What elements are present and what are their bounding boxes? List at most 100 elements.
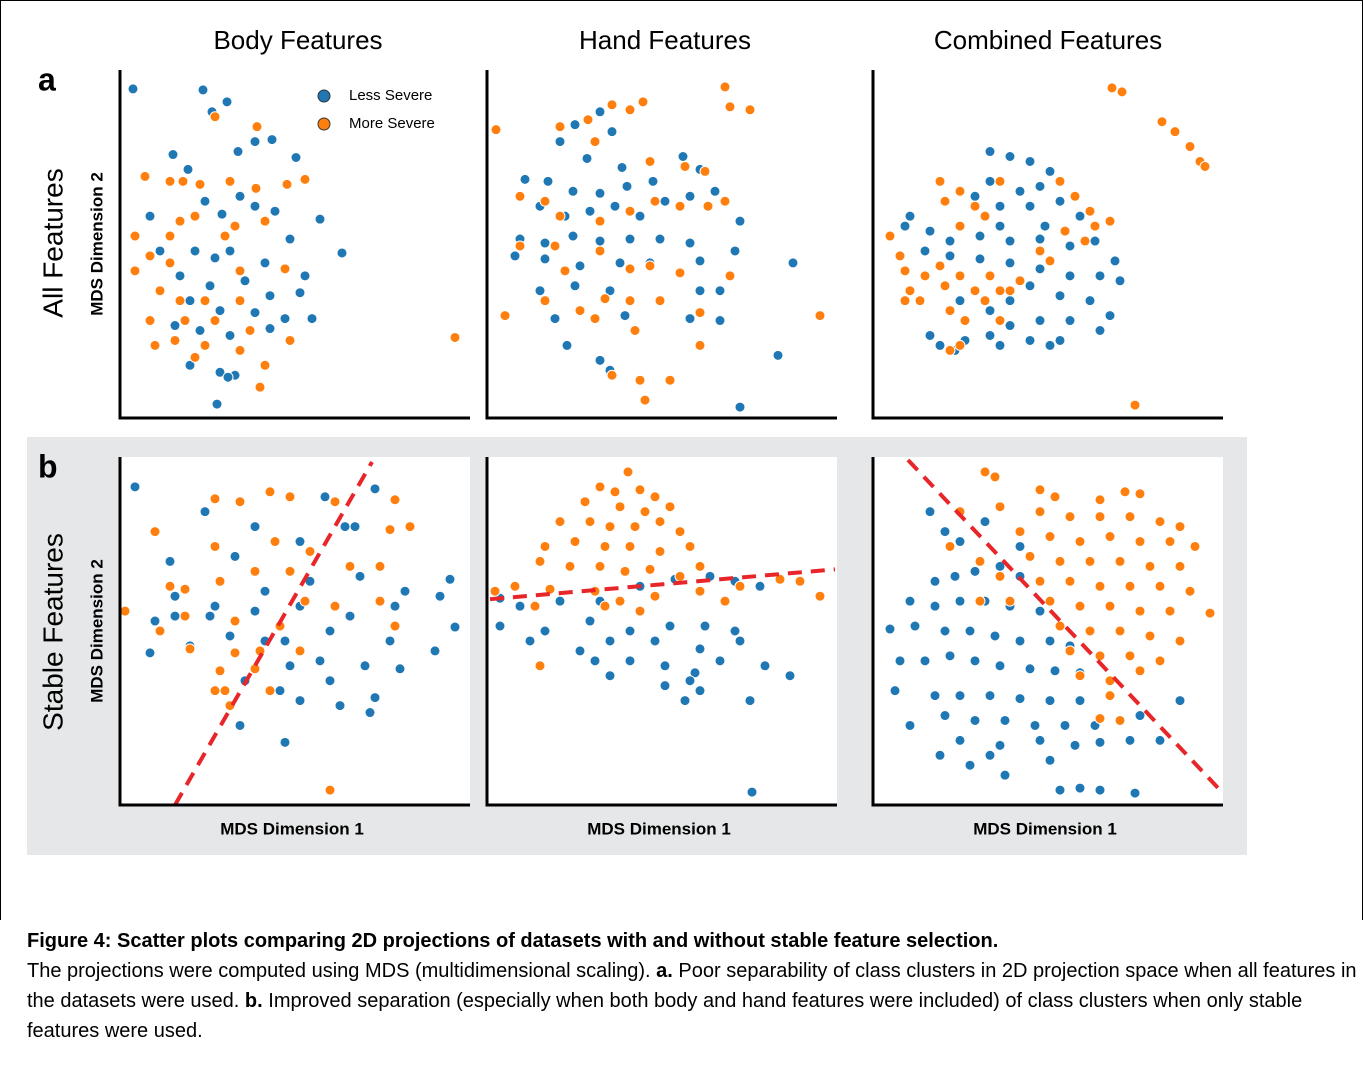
point xyxy=(1054,620,1066,632)
point xyxy=(449,331,461,343)
point xyxy=(1024,155,1036,167)
point xyxy=(259,585,271,597)
point xyxy=(1154,580,1166,592)
point xyxy=(1124,734,1136,746)
point xyxy=(534,660,546,672)
point xyxy=(919,655,931,667)
point xyxy=(1104,310,1116,322)
point xyxy=(1074,782,1086,794)
point xyxy=(939,710,951,722)
point xyxy=(359,660,371,672)
plot-area xyxy=(120,70,470,418)
point xyxy=(1104,531,1116,543)
point xyxy=(399,585,411,597)
point xyxy=(384,524,396,536)
point xyxy=(919,245,931,257)
point xyxy=(1034,484,1046,496)
point xyxy=(1024,663,1036,675)
point xyxy=(1024,200,1036,212)
row-label: All Features xyxy=(37,168,68,317)
point xyxy=(664,501,676,513)
point xyxy=(144,210,156,222)
point xyxy=(1154,734,1166,746)
point xyxy=(349,521,361,533)
point xyxy=(264,290,276,302)
point xyxy=(194,178,206,190)
point xyxy=(944,344,956,356)
point xyxy=(654,233,666,245)
point xyxy=(894,655,906,667)
point xyxy=(1144,560,1156,572)
point xyxy=(994,501,1006,513)
point xyxy=(694,307,706,319)
point xyxy=(214,305,226,317)
point xyxy=(264,486,276,498)
point xyxy=(249,200,261,212)
point xyxy=(1014,526,1026,538)
point xyxy=(324,675,336,687)
point xyxy=(984,270,996,282)
point xyxy=(199,506,211,518)
point xyxy=(794,575,806,587)
point xyxy=(221,96,233,108)
point xyxy=(634,374,646,386)
point xyxy=(569,536,581,548)
point xyxy=(599,540,611,552)
point xyxy=(169,334,181,346)
point xyxy=(606,126,618,138)
point xyxy=(729,625,741,637)
point xyxy=(954,270,966,282)
point xyxy=(772,349,784,361)
point xyxy=(279,313,291,325)
point xyxy=(994,175,1006,187)
point xyxy=(694,285,706,297)
point xyxy=(144,315,156,327)
panel xyxy=(485,70,837,420)
point xyxy=(709,185,721,197)
point xyxy=(554,516,566,528)
point xyxy=(164,555,176,567)
point xyxy=(1199,160,1211,172)
point xyxy=(677,151,689,163)
point xyxy=(619,310,631,322)
point xyxy=(774,573,786,585)
point xyxy=(664,620,676,632)
point xyxy=(1104,215,1116,227)
point xyxy=(169,320,181,332)
point xyxy=(169,590,181,602)
point xyxy=(204,280,216,292)
point xyxy=(434,590,446,602)
point xyxy=(1134,488,1146,500)
point xyxy=(189,210,201,222)
point xyxy=(1064,575,1076,587)
point xyxy=(614,595,626,607)
point xyxy=(539,625,551,637)
point xyxy=(604,635,616,647)
point xyxy=(999,714,1011,726)
point xyxy=(249,565,261,577)
point xyxy=(364,707,376,719)
point xyxy=(164,257,176,269)
point xyxy=(499,310,511,322)
point xyxy=(814,590,826,602)
point xyxy=(1164,536,1176,548)
point xyxy=(539,295,551,307)
point xyxy=(622,466,634,478)
point xyxy=(490,124,502,136)
point xyxy=(394,663,406,675)
point xyxy=(344,560,356,572)
point xyxy=(1114,714,1126,726)
point xyxy=(234,344,246,356)
point xyxy=(1034,506,1046,518)
point xyxy=(154,245,166,257)
point xyxy=(649,195,661,207)
point xyxy=(249,521,261,533)
point xyxy=(589,136,601,148)
point xyxy=(634,605,646,617)
caption-title: Figure 4: Scatter plots comparing 2D pro… xyxy=(27,930,999,952)
point xyxy=(944,235,956,247)
point xyxy=(174,295,186,307)
point xyxy=(1134,605,1146,617)
point xyxy=(554,121,566,133)
point xyxy=(1004,235,1016,247)
